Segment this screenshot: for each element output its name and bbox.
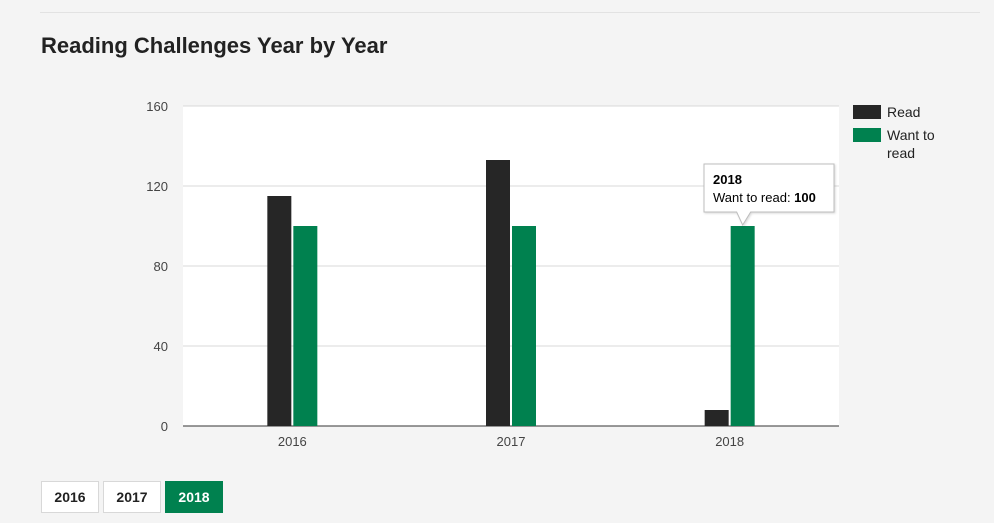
tooltip-box [703,163,835,227]
legend-swatch-1 [853,128,881,142]
page-title: Reading Challenges Year by Year [41,33,388,58]
year-tab-2017[interactable]: 2017 [103,481,161,513]
bar-read-2018 [704,410,729,426]
year-tab-2018[interactable]: 2018 [165,481,223,513]
chart: 0 40 80 120 160 2016 2017 2018 Read Want to read 20… [146,99,935,449]
y-tick-label-0: 0 [161,419,168,434]
x-tick-label-2017: 2017 [497,434,526,449]
bar-want-to-read-2017 [512,226,536,426]
x-tick-label-2018: 2018 [715,434,744,449]
legend-label-1: Want to read [887,127,935,161]
tooltip: 2018 Want to read: 100 [703,163,835,227]
x-tick-label-2016: 2016 [278,434,307,449]
tooltip-title: 2018 [713,172,742,187]
y-tick-label-80: 80 [154,259,168,274]
legend-label-0: Read [887,104,920,120]
bar-want-to-read-2018 [730,226,755,426]
tooltip-value: Want to read: 100 [713,190,816,205]
bar-read-2017 [486,160,510,426]
year-tabs: 2016 2017 2018 [41,481,223,513]
bar-read-2016 [267,196,292,426]
y-tick-label-160: 160 [146,99,168,114]
y-tick-label-120: 120 [146,179,168,194]
bar-want-to-read-2016 [293,226,318,426]
year-tab-2016[interactable]: 2016 [41,481,99,513]
top-divider [40,12,980,13]
legend-swatch-0 [853,105,881,119]
y-tick-label-40: 40 [154,339,168,354]
